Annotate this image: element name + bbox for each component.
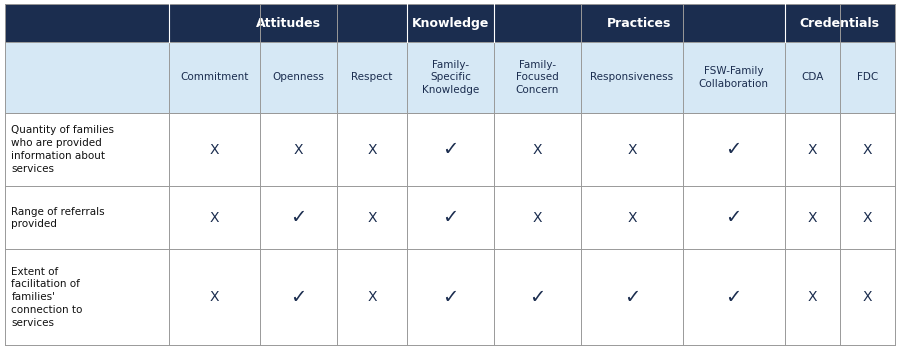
- Text: X: X: [627, 142, 636, 156]
- Text: ✓: ✓: [442, 208, 459, 228]
- Bar: [259, 250, 337, 345]
- Bar: [337, 113, 407, 186]
- Bar: [683, 250, 785, 345]
- Bar: [407, 250, 494, 345]
- Bar: [494, 42, 581, 113]
- Bar: [840, 42, 895, 113]
- Text: Responsiveness: Responsiveness: [590, 72, 673, 82]
- Text: FSW-Family
Collaboration: FSW-Family Collaboration: [698, 66, 769, 89]
- Bar: [581, 42, 683, 113]
- Text: X: X: [533, 142, 543, 156]
- Bar: [840, 113, 895, 186]
- Bar: [840, 250, 895, 345]
- Text: X: X: [627, 211, 636, 225]
- Text: Commitment: Commitment: [180, 72, 248, 82]
- Text: ✓: ✓: [529, 288, 545, 307]
- Bar: [785, 42, 840, 113]
- Text: X: X: [367, 142, 377, 156]
- Bar: [337, 186, 407, 250]
- Text: X: X: [367, 211, 377, 225]
- Bar: [169, 250, 259, 345]
- Bar: [785, 113, 840, 186]
- Bar: [5, 4, 895, 42]
- Text: Family-
Specific
Knowledge: Family- Specific Knowledge: [422, 60, 479, 95]
- Bar: [683, 113, 785, 186]
- Text: CDA: CDA: [801, 72, 824, 82]
- Text: X: X: [210, 142, 220, 156]
- Text: Attitudes: Attitudes: [256, 16, 320, 30]
- Text: X: X: [293, 142, 303, 156]
- Bar: [5, 250, 169, 345]
- Text: ✓: ✓: [624, 288, 640, 307]
- Text: ✓: ✓: [442, 140, 459, 159]
- Bar: [785, 250, 840, 345]
- Text: X: X: [863, 142, 872, 156]
- Bar: [407, 113, 494, 186]
- Text: X: X: [210, 290, 220, 304]
- Text: X: X: [807, 290, 817, 304]
- Bar: [337, 250, 407, 345]
- Text: FDC: FDC: [857, 72, 878, 82]
- Text: ✓: ✓: [725, 140, 742, 159]
- Text: ✓: ✓: [290, 208, 307, 228]
- Bar: [5, 186, 169, 250]
- Bar: [494, 113, 581, 186]
- Text: X: X: [533, 211, 543, 225]
- Text: X: X: [863, 211, 872, 225]
- Bar: [581, 113, 683, 186]
- Bar: [785, 186, 840, 250]
- Bar: [5, 113, 169, 186]
- Text: Range of referrals
provided: Range of referrals provided: [12, 207, 105, 229]
- Bar: [581, 250, 683, 345]
- Text: ✓: ✓: [290, 288, 307, 307]
- Text: Openness: Openness: [273, 72, 324, 82]
- Text: Family-
Focused
Concern: Family- Focused Concern: [516, 60, 559, 95]
- Bar: [494, 250, 581, 345]
- Bar: [494, 186, 581, 250]
- Bar: [407, 186, 494, 250]
- Text: ✓: ✓: [442, 288, 459, 307]
- Text: Extent of
facilitation of
families'
connection to
services: Extent of facilitation of families' conn…: [12, 267, 83, 328]
- Text: ✓: ✓: [725, 288, 742, 307]
- Bar: [169, 113, 259, 186]
- Bar: [259, 186, 337, 250]
- Text: Respect: Respect: [351, 72, 392, 82]
- Bar: [259, 113, 337, 186]
- Bar: [337, 42, 407, 113]
- Bar: [407, 42, 494, 113]
- Text: Quantity of families
who are provided
information about
services: Quantity of families who are provided in…: [12, 125, 114, 174]
- Text: X: X: [367, 290, 377, 304]
- Text: X: X: [807, 142, 817, 156]
- Bar: [683, 42, 785, 113]
- Bar: [259, 42, 337, 113]
- Text: Knowledge: Knowledge: [412, 16, 490, 30]
- Text: Practices: Practices: [608, 16, 671, 30]
- Bar: [683, 186, 785, 250]
- Text: X: X: [863, 290, 872, 304]
- Bar: [169, 186, 259, 250]
- Bar: [5, 42, 169, 113]
- Bar: [840, 186, 895, 250]
- Bar: [169, 42, 259, 113]
- Text: X: X: [210, 211, 220, 225]
- Text: X: X: [807, 211, 817, 225]
- Text: ✓: ✓: [725, 208, 742, 228]
- Bar: [581, 186, 683, 250]
- Text: Credentials: Credentials: [800, 16, 880, 30]
